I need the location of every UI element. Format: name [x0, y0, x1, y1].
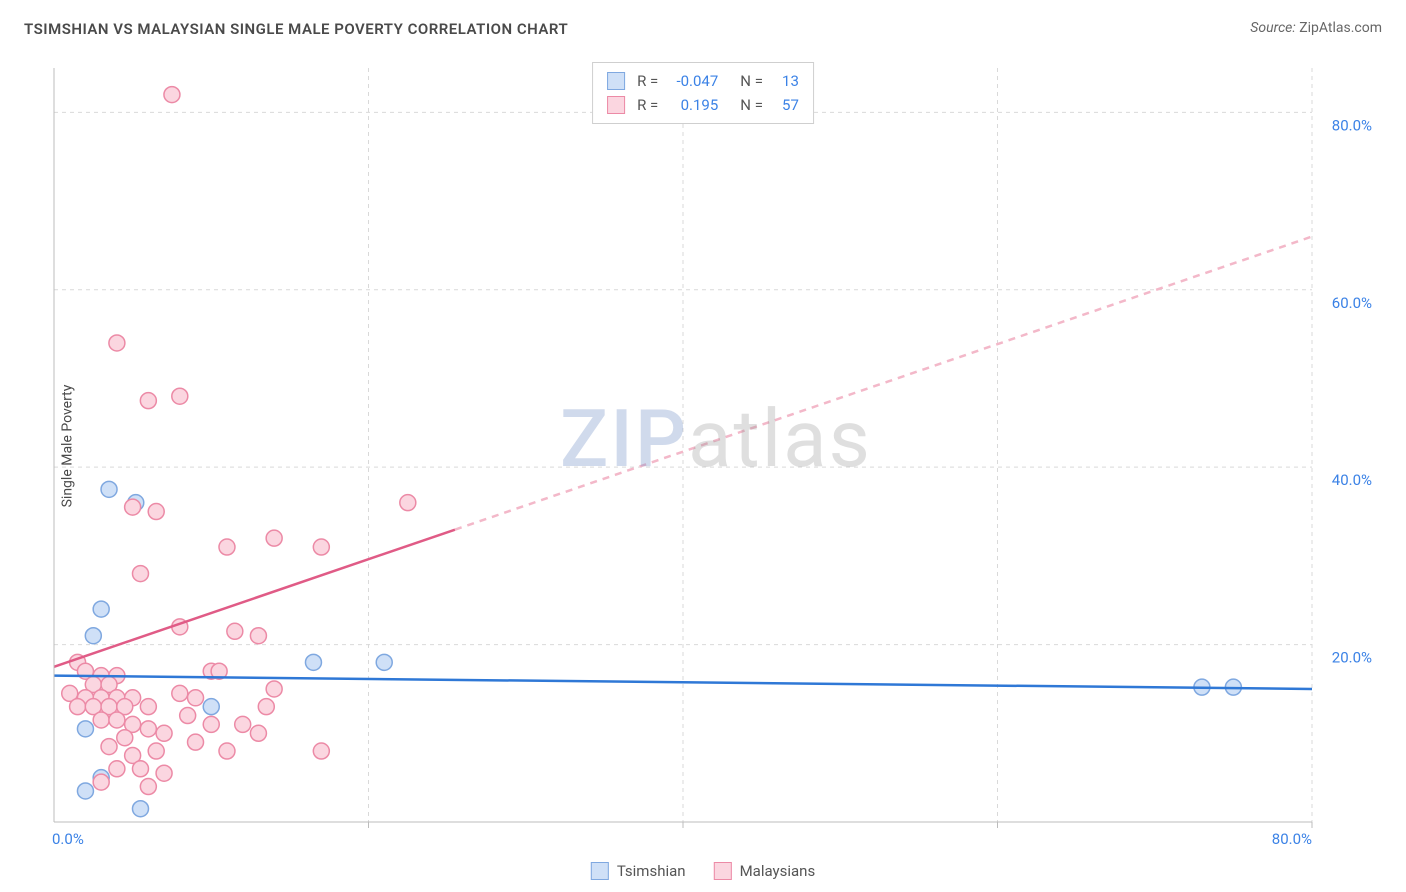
data-point [305, 654, 321, 670]
data-point [125, 499, 141, 515]
source-attribution: Source: ZipAtlas.com [1250, 20, 1382, 36]
stat-n-label: N = [740, 93, 763, 117]
stat-n-value: 13 [771, 69, 799, 93]
svg-text:0.0%: 0.0% [52, 830, 84, 848]
data-point [188, 734, 204, 750]
data-point [101, 739, 117, 755]
data-point [266, 681, 282, 697]
bottom-legend: Tsimshian Malaysians [591, 862, 815, 880]
legend-swatch [607, 96, 625, 114]
data-point [250, 725, 266, 741]
data-point [156, 765, 172, 781]
data-point [109, 761, 125, 777]
data-point [132, 761, 148, 777]
stat-r-label: R = [637, 93, 658, 117]
data-point [188, 690, 204, 706]
stat-r-value: -0.047 [666, 69, 718, 93]
trend-line [54, 530, 455, 667]
data-point [140, 699, 156, 715]
svg-text:60.0%: 60.0% [1332, 294, 1372, 312]
data-point [258, 699, 274, 715]
data-point [85, 628, 101, 644]
stats-row: R = 0.195 N = 57 [607, 93, 799, 117]
source-value: ZipAtlas.com [1299, 20, 1382, 36]
data-point [156, 725, 172, 741]
data-point [93, 601, 109, 617]
data-point [140, 721, 156, 737]
data-point [70, 699, 86, 715]
legend-item: Tsimshian [591, 862, 686, 880]
data-point [203, 716, 219, 732]
trend-line-extrapolated [455, 237, 1312, 530]
data-point [132, 566, 148, 582]
data-point [117, 730, 133, 746]
source-label: Source: [1250, 20, 1295, 36]
stats-legend-box: R = -0.047 N = 13 R = 0.195 N = 57 [592, 62, 814, 124]
data-point [77, 783, 93, 799]
legend-swatch [607, 72, 625, 90]
chart-area: 20.0%40.0%60.0%80.0%0.0%80.0% ZIPatlas [50, 58, 1382, 852]
data-point [109, 712, 125, 728]
data-point [219, 743, 235, 759]
data-point [227, 623, 243, 639]
legend-item: Malaysians [714, 862, 816, 880]
svg-text:80.0%: 80.0% [1272, 830, 1312, 848]
chart-title: TSIMSHIAN VS MALAYSIAN SINGLE MALE POVER… [24, 20, 568, 38]
data-point [250, 628, 266, 644]
stats-row: R = -0.047 N = 13 [607, 69, 799, 93]
legend-swatch [714, 862, 732, 880]
stat-r-label: R = [637, 69, 658, 93]
legend-swatch [591, 862, 609, 880]
data-point [266, 530, 282, 546]
scatter-chart: 20.0% 40.0% 60.0% 80.0% 0.0% 80.0% [50, 58, 1382, 852]
svg-text:20.0%: 20.0% [1332, 649, 1372, 667]
data-point [148, 504, 164, 520]
legend-label: Tsimshian [617, 862, 686, 880]
data-point [164, 87, 180, 103]
svg-text:40.0%: 40.0% [1332, 471, 1372, 489]
data-point [101, 481, 117, 497]
legend-label: Malaysians [740, 862, 816, 880]
data-point [400, 495, 416, 511]
data-point [140, 779, 156, 795]
stat-n-value: 57 [771, 93, 799, 117]
data-point [140, 393, 156, 409]
data-point [313, 743, 329, 759]
data-point [77, 721, 93, 737]
data-point [235, 716, 251, 732]
data-point [109, 335, 125, 351]
data-point [203, 699, 219, 715]
data-point [132, 801, 148, 817]
svg-text:80.0%: 80.0% [1332, 116, 1372, 134]
data-point [313, 539, 329, 555]
stat-r-value: 0.195 [666, 93, 718, 117]
data-point [180, 708, 196, 724]
data-point [148, 743, 164, 759]
data-point [93, 774, 109, 790]
stat-n-label: N = [740, 69, 763, 93]
data-point [172, 685, 188, 701]
data-point [172, 388, 188, 404]
data-point [93, 712, 109, 728]
data-point [219, 539, 235, 555]
data-point [376, 654, 392, 670]
